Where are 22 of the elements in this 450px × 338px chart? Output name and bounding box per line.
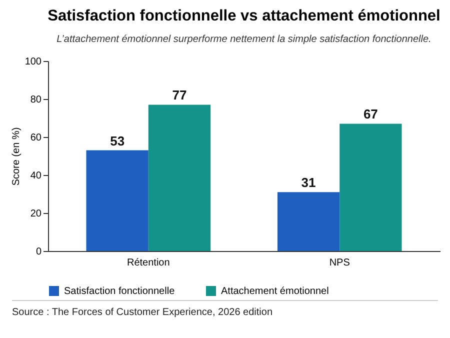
y-tick-label: 100: [24, 56, 42, 68]
y-tick-label: 20: [30, 208, 42, 220]
data-label: 77: [172, 88, 187, 103]
source-note: Source : The Forces of Customer Experience, 2026 edition: [12, 307, 274, 318]
bar: [148, 104, 211, 251]
chart-title: Satisfaction fonctionnelle vs attachement émotionnel: [48, 8, 440, 24]
data-label: 67: [363, 106, 378, 122]
bar: [86, 150, 148, 251]
x-tick-label: NPS: [329, 258, 350, 268]
chart-subtitle: L’attachement émotionnel surperforme nettement la simple satisfaction fonctionnelle.: [56, 34, 432, 45]
legend-label: Satisfaction fonctionnelle: [64, 286, 176, 297]
y-tick-label: 80: [30, 94, 42, 106]
bar: [340, 124, 402, 251]
data-label: 31: [301, 175, 316, 190]
x-tick-label: Rétention: [126, 258, 170, 268]
data-label: 53: [110, 133, 125, 148]
legend-label: Attachement émotionnel: [221, 286, 329, 297]
bar: [277, 192, 340, 251]
y-axis-title: Score (en %): [10, 127, 22, 186]
y-tick-label: 0: [36, 246, 42, 258]
y-tick-label: 60: [30, 132, 42, 144]
y-tick-label: 40: [30, 170, 42, 182]
